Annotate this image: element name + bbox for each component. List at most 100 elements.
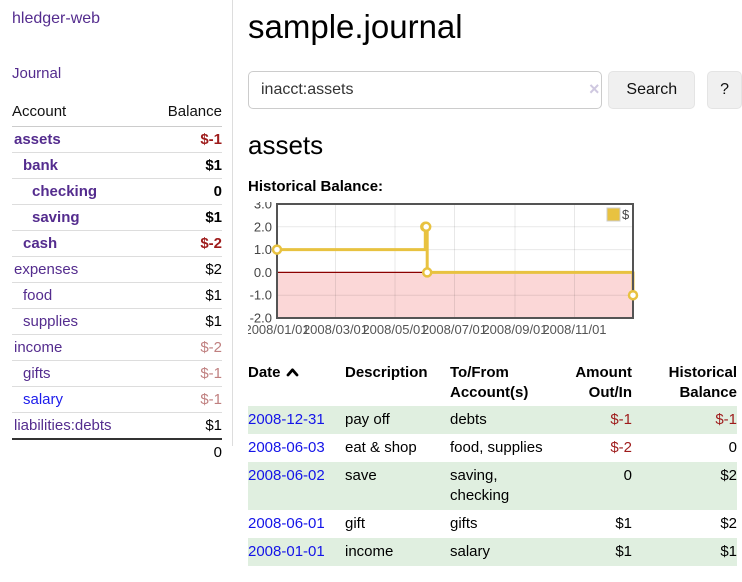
register-row[interactable]: 2008-01-01 income salary $1 $1 [248, 538, 737, 566]
search-bar: × Search ? [248, 71, 742, 109]
account-row: income $-2 [12, 334, 222, 361]
account-link-gifts[interactable]: gifts [23, 365, 51, 382]
account-link-checking[interactable]: checking [32, 183, 98, 200]
account-row: assets $-1 [12, 126, 222, 153]
transaction-accounts: salary [450, 543, 491, 560]
clear-search-icon[interactable]: × [589, 79, 600, 99]
data-point-marker [421, 267, 433, 278]
y-axis-tick-label: -2.0 [250, 311, 272, 326]
transaction-date-link[interactable]: 2008-06-03 [248, 439, 325, 456]
account-row: checking 0 [12, 178, 222, 205]
help-button[interactable]: ? [707, 71, 742, 109]
account-link-expenses[interactable]: expenses [14, 261, 79, 278]
account-link-salary[interactable]: salary [23, 391, 64, 408]
account-row: cash $-2 [12, 230, 222, 257]
transaction-accounts: food, supplies [450, 439, 543, 456]
accounts-header-account: Account [12, 100, 148, 127]
transaction-description: pay off [345, 411, 390, 428]
transaction-amount: $-2 [610, 439, 632, 456]
account-link-cash[interactable]: cash [23, 235, 58, 252]
account-balance: $-1 [147, 360, 222, 387]
account-row: gifts $-1 [12, 360, 222, 387]
transaction-balance: $2 [720, 467, 737, 484]
register-header-balance: Historical Balance [668, 364, 737, 401]
chart-label: Historical Balance: [248, 178, 384, 195]
x-axis-tick-label: 2008/03/01 [303, 322, 368, 337]
transaction-balance: $1 [720, 543, 737, 560]
account-balance: $-2 [147, 334, 222, 361]
account-balance: $-1 [147, 126, 222, 153]
chart-canvas: $3.0 2.0 1.0 0.0 -1.0 -2.02008/01/012008/03/0… [244, 197, 639, 337]
account-link-bank[interactable]: bank [23, 157, 59, 174]
account-balance: $-2 [147, 230, 222, 257]
account-row: supplies $1 [12, 308, 222, 335]
register-header-date[interactable]: Date [248, 360, 345, 406]
y-axis-tick-label: 0.0 [254, 265, 272, 280]
register-header-accounts: To/From Account(s) [450, 364, 529, 401]
account-row: saving $1 [12, 204, 222, 231]
account-balance: $1 [205, 417, 222, 434]
accounts-total-row: 0 [12, 438, 222, 465]
x-axis-tick-label: 2008/07/01 [422, 322, 487, 337]
account-row: expenses $2 [12, 256, 222, 283]
account-balance: $1 [147, 152, 222, 179]
transaction-date-link[interactable]: 2008-06-01 [248, 515, 325, 532]
x-axis-tick-label: 2008/09/01 [482, 322, 547, 337]
y-axis-tick-label: 2.0 [254, 219, 272, 234]
transaction-amount: $1 [615, 543, 632, 560]
account-row: bank $1 [12, 152, 222, 179]
data-point-marker [420, 221, 432, 233]
account-balance: $1 [147, 308, 222, 335]
search-button[interactable]: Search [608, 71, 696, 109]
account-balance: $2 [147, 256, 222, 283]
register-row[interactable]: 2008-06-03 eat & shop food, supplies $-2 0 [248, 434, 737, 462]
x-axis-tick-label: 2008/01/01 [248, 322, 310, 337]
x-axis-tick-label: 2008/05/01 [362, 322, 427, 337]
y-axis-tick-label: -1.0 [250, 288, 272, 303]
account-link-income[interactable]: income [14, 339, 63, 356]
transaction-amount: $1 [615, 515, 632, 532]
transaction-date-link[interactable]: 2008-12-31 [248, 411, 325, 428]
app-brand-link[interactable]: hledger-web [12, 10, 101, 27]
transaction-balance: $-1 [715, 411, 737, 428]
transaction-accounts: saving, checking [450, 467, 510, 504]
transaction-date-link[interactable]: 2008-01-01 [248, 543, 325, 560]
register-header-description: Description [345, 364, 428, 381]
account-link-liabilities-debts[interactable]: liabilities:debts [14, 417, 112, 434]
account-title: assets [248, 130, 324, 160]
account-link-saving[interactable]: saving [32, 209, 80, 226]
data-point-marker [271, 244, 283, 255]
data-point-marker [627, 289, 639, 301]
legend-label: $ [622, 207, 630, 222]
transaction-description: save [345, 467, 377, 484]
transaction-description: gift [345, 515, 366, 532]
y-axis-tick-label: 1.0 [254, 242, 272, 257]
register-row[interactable]: 2008-06-02 save saving, checking 0 $2 [248, 462, 737, 510]
transaction-accounts: debts [450, 411, 487, 428]
register-row[interactable]: 2008-12-31 pay off debts $-1 $-1 [248, 406, 737, 434]
account-link-assets[interactable]: assets [14, 131, 61, 148]
page-title: sample.journal [248, 8, 463, 45]
account-balance: $1 [147, 282, 222, 309]
account-balance: $-1 [147, 386, 222, 413]
legend-swatch [606, 207, 621, 222]
transaction-amount: 0 [623, 467, 632, 484]
register-row[interactable]: 2008-06-01 gift gifts $1 $2 [248, 510, 737, 538]
accounts-total-value: 0 [12, 438, 222, 465]
transaction-balance: $2 [720, 515, 737, 532]
register-header-amount: Amount Out/In [575, 364, 632, 401]
register-table: Date Description To/From Account(s) Amou… [248, 360, 737, 566]
transaction-date-link[interactable]: 2008-06-02 [248, 467, 325, 484]
account-row: liabilities:debts $1 [12, 413, 222, 440]
account-link-food[interactable]: food [23, 287, 53, 304]
account-balance: $1 [147, 204, 222, 231]
search-input[interactable] [248, 71, 603, 109]
transaction-description: eat & shop [345, 439, 417, 456]
accounts-header-balance: Balance [147, 100, 222, 127]
account-balance: 0 [147, 178, 222, 205]
sidebar-item-journal[interactable]: Journal [12, 65, 62, 82]
account-row: food $1 [12, 282, 222, 309]
main-content: sample.journal × Search ? assets Histori… [244, 0, 742, 566]
account-link-supplies[interactable]: supplies [23, 313, 79, 330]
historical-balance-chart[interactable]: $3.0 2.0 1.0 0.0 -1.0 -2.0 2008/01/01 2008/03/0… [244, 197, 742, 344]
